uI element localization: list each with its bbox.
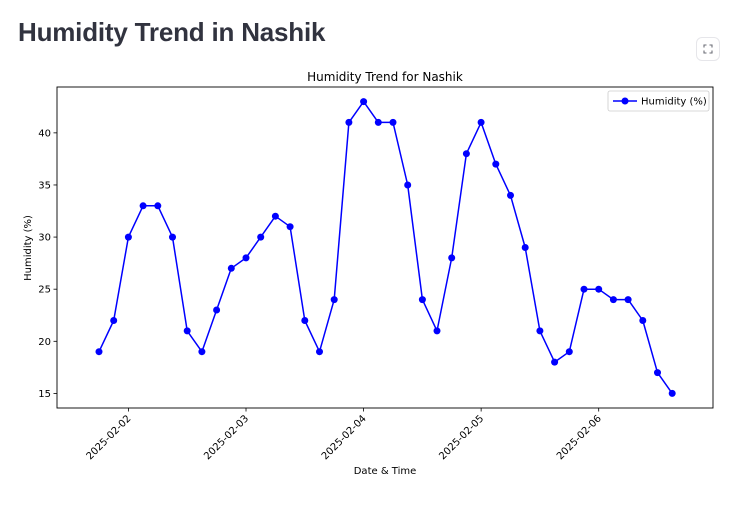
data-point — [404, 181, 412, 189]
data-point — [124, 233, 132, 241]
data-point — [507, 191, 514, 199]
data-point — [433, 327, 441, 335]
data-point — [521, 244, 529, 251]
data-point — [639, 317, 647, 324]
y-tick-label: 15 — [38, 389, 51, 400]
y-tick-label: 20 — [38, 337, 51, 348]
data-point — [536, 327, 544, 335]
data-point — [257, 233, 265, 241]
data-point — [110, 317, 118, 324]
legend: Humidity (%) — [607, 90, 710, 112]
y-tick-label: 30 — [38, 233, 51, 244]
data-point — [213, 306, 221, 314]
legend-box — [607, 90, 710, 112]
data-point — [374, 118, 382, 126]
data-point — [169, 233, 176, 241]
data-point — [418, 296, 426, 304]
data-point — [565, 348, 573, 356]
axes: 15 20 25 30 35 40 2025-02-02 2025-02-03 2025-02-… — [38, 128, 604, 462]
page-title: Humidity Trend in Nashik — [18, 17, 326, 47]
data-point — [286, 223, 294, 231]
data-point — [301, 317, 309, 324]
y-tick-label: 25 — [38, 285, 51, 296]
fullscreen-expand-icon — [703, 44, 713, 54]
legend-marker — [621, 97, 629, 105]
data-point — [624, 296, 632, 304]
data-point — [316, 348, 323, 356]
data-point — [271, 212, 279, 220]
series-line — [98, 100, 673, 394]
x-tick-label: 2025-02-06 — [555, 413, 604, 462]
data-point — [595, 285, 603, 293]
data-point — [330, 296, 338, 304]
data-point — [551, 358, 559, 366]
data-point — [448, 254, 456, 262]
data-point — [462, 150, 470, 158]
data-point — [492, 160, 500, 168]
x-axis-label: Date & Time — [354, 466, 417, 477]
data-point — [360, 98, 368, 106]
data-point — [198, 348, 206, 356]
data-point — [242, 254, 250, 262]
data-point — [154, 202, 162, 210]
y-axis-label: Humidity (%) — [23, 215, 34, 281]
data-point — [654, 369, 661, 377]
x-tick-label: 2025-02-02 — [85, 413, 134, 462]
data-point — [95, 348, 103, 356]
axes-frame — [56, 86, 714, 409]
data-point — [345, 118, 353, 126]
legend-label: Humidity (%) — [641, 97, 707, 108]
data-point — [580, 285, 588, 293]
data-point — [609, 296, 617, 304]
data-point — [477, 118, 485, 126]
data-point — [389, 118, 397, 126]
fullscreen-button[interactable] — [696, 37, 720, 61]
data-point — [183, 327, 191, 335]
data-point — [227, 264, 235, 272]
data-point — [139, 202, 147, 210]
chart-title: Humidity Trend for Nashik — [307, 70, 463, 84]
x-tick-label: 2025-02-04 — [320, 413, 369, 462]
plot-area — [95, 98, 676, 397]
x-tick-label: 2025-02-05 — [437, 413, 486, 462]
y-tick-label: 35 — [38, 180, 51, 191]
x-tick-label: 2025-02-03 — [202, 413, 251, 462]
data-point — [668, 389, 676, 397]
y-tick-label: 40 — [38, 128, 51, 139]
